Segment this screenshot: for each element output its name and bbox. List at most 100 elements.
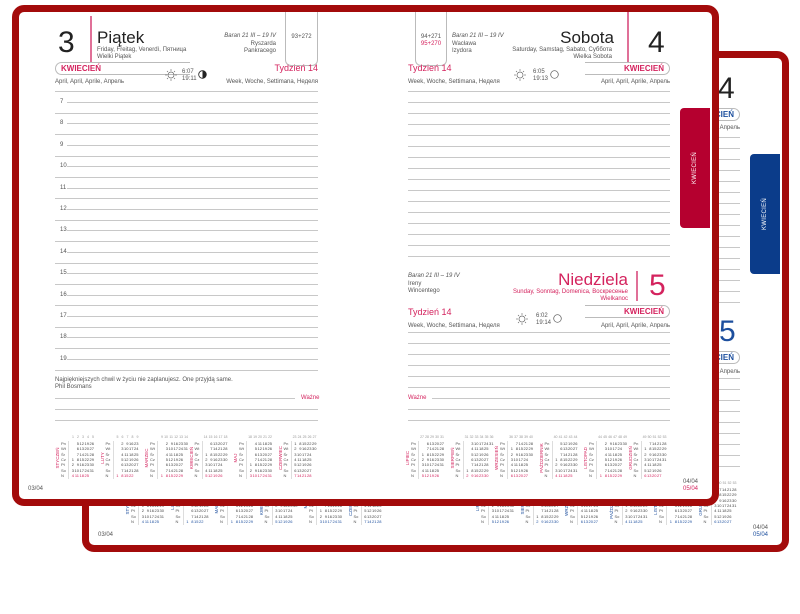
month-tab-kwiecien[interactable]: KWIECIEŃ <box>680 108 710 228</box>
calendar-day: 16 <box>327 513 332 519</box>
calendar-day: 22 <box>682 518 687 524</box>
calendar-day: 16 <box>544 518 549 524</box>
calendar-day: 3 <box>275 508 278 514</box>
calendar-day: 7 <box>121 467 124 473</box>
calendar-day: 5 <box>275 518 278 524</box>
weekday-label: So <box>105 467 111 473</box>
calendar-day: 28 <box>484 462 489 468</box>
weekday-label: Pt <box>61 462 65 468</box>
ruled-line <box>408 420 670 421</box>
calendar-day: 23 <box>154 508 159 514</box>
weekday-label: So <box>309 513 314 519</box>
calendar-day: 15 <box>79 456 84 462</box>
calendar-day: 23 <box>332 513 337 519</box>
calendar-day: 10 <box>494 508 499 514</box>
zodiac: Baran 21 III – 19 IV <box>408 273 460 279</box>
calendar-day: 2 <box>644 451 647 457</box>
calendar-day: 25 <box>593 508 598 514</box>
month-tab-kwiecien[interactable]: KWIECIEŃ <box>750 154 780 274</box>
calendar-day: 14 <box>194 513 199 519</box>
calendar-day: 5 <box>76 441 79 446</box>
calendar-day: 25 <box>134 451 139 457</box>
calendar-day: 1 <box>644 446 647 452</box>
half-hour-line <box>55 348 318 350</box>
half-hour-line <box>55 369 318 371</box>
week-number: 7 <box>126 435 129 439</box>
weekday-label: N <box>175 518 179 524</box>
calendar-day: 1 <box>510 446 513 452</box>
calendar-day: 7 <box>426 446 429 452</box>
weekday-label: N <box>131 518 134 524</box>
calendar-divider <box>551 441 553 479</box>
calendar-day: 5 <box>714 513 717 519</box>
week-number: 12 <box>174 435 178 439</box>
calendar-day: 25 <box>218 467 223 473</box>
week-number: 11 <box>169 435 173 439</box>
calendar-day: 12 <box>79 441 84 446</box>
calendar-day: 21 <box>523 441 528 446</box>
calendar-day: 21 <box>657 441 662 446</box>
week-number: 27 <box>420 435 424 439</box>
mini-calendar: MARZEC 9 10 11 12 13 14 Pn 2 9 16 23 30 Wt 3 10 17 24 31 Śr… <box>144 435 188 480</box>
day-divider <box>90 16 92 62</box>
calendar-day: 25 <box>434 467 439 473</box>
half-hour-line <box>55 326 318 328</box>
calendar-day: 17 <box>652 456 657 462</box>
calendar-day: 1 <box>230 518 233 524</box>
ruled-line <box>408 409 670 410</box>
calendar-day: 16 <box>652 451 657 457</box>
calendar-day: 16 <box>612 441 617 446</box>
calendar-day: 26 <box>218 472 223 478</box>
day-number: 3 <box>58 26 75 59</box>
weekday-label: Pt <box>614 508 619 514</box>
calendar-day: 14 <box>213 446 218 452</box>
calendar-day: 3 <box>121 446 124 452</box>
calendar-day: 11 <box>513 462 518 468</box>
calendar-day: 11 <box>257 441 262 446</box>
page-date: 03/04 <box>28 486 44 492</box>
calendar-day: 23 <box>549 518 554 524</box>
half-hour-line <box>55 176 318 178</box>
calendar-day: 28 <box>573 451 578 457</box>
calendar-day: 24 <box>218 462 223 468</box>
calendar-day: 19 <box>499 518 504 524</box>
calendar-day: 6 <box>165 462 168 468</box>
weekday-label: Pn <box>105 441 111 446</box>
weekday-label: Śr <box>194 451 199 457</box>
calendar-day: 10 <box>647 456 652 462</box>
calendar-day: 10 <box>628 513 633 519</box>
calendar-day: 30 <box>223 456 228 462</box>
calendar-day: 11 <box>124 451 129 457</box>
calendar-day: 29 <box>528 446 533 452</box>
mini-calendar: STYCZEŃ 1 2 3 4 5 Pn 5 12 19 26 Wt 6 13 20 27 Śr 7 14 21 28 C… <box>55 435 99 480</box>
calendar-day: 18 <box>79 472 84 478</box>
calendar-day: 18 <box>479 446 484 452</box>
calendar-day: 17 <box>633 513 638 519</box>
calendar-day: 20 <box>199 508 204 514</box>
mini-calendar: GRUDZIEŃ 49 50 51 52 53 Pn 7 14 21 28 Wt 1 8 15 22 29 Śr 2… <box>627 435 672 480</box>
calendar-day: 4 <box>71 472 74 478</box>
half-hour-line <box>55 241 318 243</box>
week-number: 31 <box>440 435 444 439</box>
calendar-day: 27 <box>223 441 228 446</box>
calendar-day: 10 <box>208 462 213 468</box>
calendar-day: 18 <box>283 513 288 519</box>
hour-label: 12 <box>60 206 67 212</box>
week-number: 22 <box>268 435 272 439</box>
calendar-day: 10 <box>513 456 518 462</box>
calendar-day: 29 <box>732 492 737 498</box>
week-number: 17 <box>218 435 223 439</box>
calendar-day: 31 <box>732 502 737 508</box>
calendar-day: 3 <box>205 462 208 468</box>
calendar-day: 20 <box>129 462 134 468</box>
week-number: 51 <box>652 435 657 439</box>
calendar-day: 25 <box>84 472 89 478</box>
calendar-day: 31 <box>489 441 494 446</box>
week-number: 24 <box>297 435 302 439</box>
week-number: 40 <box>553 435 558 439</box>
day-count-box: 94+271 95+270 <box>415 12 447 66</box>
calendar-day: 22 <box>307 441 312 446</box>
calendar-day: 30 <box>622 441 627 446</box>
day-name-translations: Friday, Freitag, Venerdì, Пятница <box>97 47 187 53</box>
calendar-day: 15 <box>194 518 199 524</box>
